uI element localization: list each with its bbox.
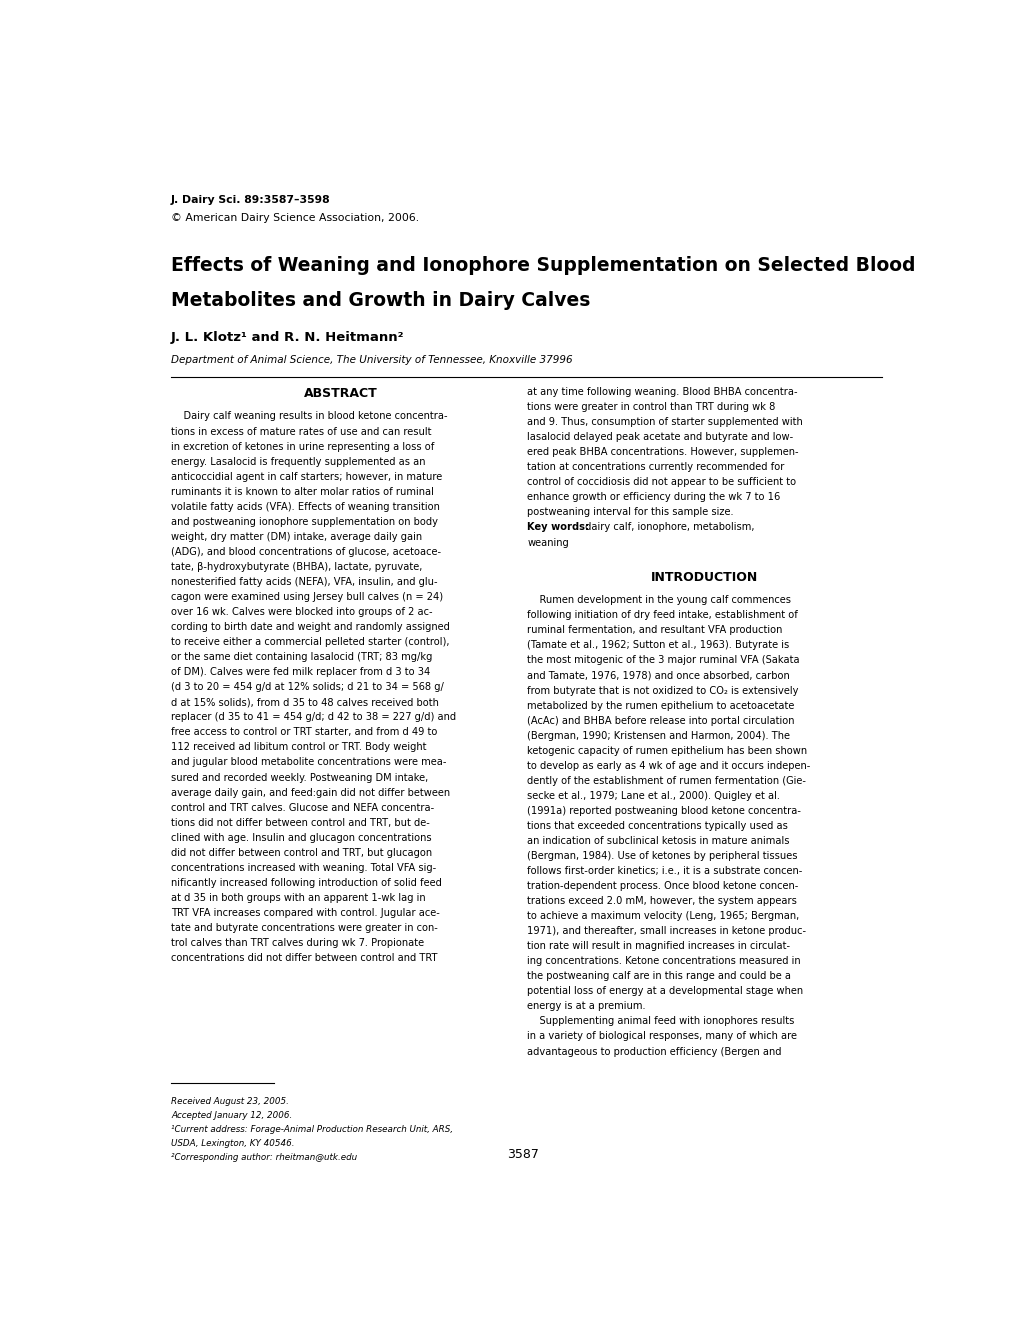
Text: trol calves than TRT calves during wk 7. Propionate: trol calves than TRT calves during wk 7.… [171, 939, 424, 948]
Text: ABSTRACT: ABSTRACT [304, 387, 377, 400]
Text: tions did not differ between control and TRT, but de-: tions did not differ between control and… [171, 817, 429, 828]
Text: lasalocid delayed peak acetate and butyrate and low-: lasalocid delayed peak acetate and butyr… [527, 432, 793, 442]
Text: dently of the establishment of rumen fermentation (Gie-: dently of the establishment of rumen fer… [527, 776, 806, 785]
Text: (ADG), and blood concentrations of glucose, acetoace-: (ADG), and blood concentrations of gluco… [171, 546, 440, 557]
Text: or the same diet containing lasalocid (TRT; 83 mg/kg: or the same diet containing lasalocid (T… [171, 652, 432, 663]
Text: weight, dry matter (DM) intake, average daily gain: weight, dry matter (DM) intake, average … [171, 532, 422, 541]
Text: ²Corresponding author: rheitman@utk.edu: ²Corresponding author: rheitman@utk.edu [171, 1152, 357, 1162]
Text: tation at concentrations currently recommended for: tation at concentrations currently recom… [527, 462, 784, 473]
Text: to develop as early as 4 wk of age and it occurs indepen-: to develop as early as 4 wk of age and i… [527, 760, 810, 771]
Text: weaning: weaning [527, 537, 569, 548]
Text: of DM). Calves were fed milk replacer from d 3 to 34: of DM). Calves were fed milk replacer fr… [171, 667, 430, 677]
Text: control of coccidiosis did not appear to be sufficient to: control of coccidiosis did not appear to… [527, 478, 796, 487]
Text: and Tamate, 1976, 1978) and once absorbed, carbon: and Tamate, 1976, 1978) and once absorbe… [527, 671, 790, 681]
Text: energy is at a premium.: energy is at a premium. [527, 1002, 645, 1011]
Text: J. L. Klotz¹ and R. N. Heitmann²: J. L. Klotz¹ and R. N. Heitmann² [171, 331, 405, 345]
Text: potential loss of energy at a developmental stage when: potential loss of energy at a developmen… [527, 986, 803, 997]
Text: Key words:: Key words: [527, 523, 589, 532]
Text: ruminants it is known to alter molar ratios of ruminal: ruminants it is known to alter molar rat… [171, 487, 433, 496]
Text: d at 15% solids), from d 35 to 48 calves received both: d at 15% solids), from d 35 to 48 calves… [171, 697, 438, 708]
Text: at d 35 in both groups with an apparent 1-wk lag in: at d 35 in both groups with an apparent … [171, 892, 425, 903]
Text: follows first-order kinetics; i.e., it is a substrate concen-: follows first-order kinetics; i.e., it i… [527, 866, 802, 876]
Text: tion rate will result in magnified increases in circulat-: tion rate will result in magnified incre… [527, 941, 790, 952]
Text: clined with age. Insulin and glucagon concentrations: clined with age. Insulin and glucagon co… [171, 833, 431, 842]
Text: tions were greater in control than TRT during wk 8: tions were greater in control than TRT d… [527, 403, 775, 412]
Text: Accepted January 12, 2006.: Accepted January 12, 2006. [171, 1110, 291, 1119]
Text: metabolized by the rumen epithelium to acetoacetate: metabolized by the rumen epithelium to a… [527, 701, 794, 710]
Text: trations exceed 2.0 mM, however, the system appears: trations exceed 2.0 mM, however, the sys… [527, 896, 797, 906]
Text: in a variety of biological responses, many of which are: in a variety of biological responses, ma… [527, 1031, 797, 1041]
Text: and postweaning ionophore supplementation on body: and postweaning ionophore supplementatio… [171, 517, 437, 527]
Text: anticoccidial agent in calf starters; however, in mature: anticoccidial agent in calf starters; ho… [171, 471, 442, 482]
Text: the most mitogenic of the 3 major ruminal VFA (Sakata: the most mitogenic of the 3 major rumina… [527, 656, 799, 665]
Text: Received August 23, 2005.: Received August 23, 2005. [171, 1097, 288, 1106]
Text: (Tamate et al., 1962; Sutton et al., 1963). Butyrate is: (Tamate et al., 1962; Sutton et al., 196… [527, 640, 789, 651]
Text: 1971), and thereafter, small increases in ketone produc-: 1971), and thereafter, small increases i… [527, 927, 806, 936]
Text: secke et al., 1979; Lane et al., 2000). Quigley et al.: secke et al., 1979; Lane et al., 2000). … [527, 791, 780, 801]
Text: in excretion of ketones in urine representing a loss of: in excretion of ketones in urine represe… [171, 442, 434, 451]
Text: tions in excess of mature rates of use and can result: tions in excess of mature rates of use a… [171, 426, 431, 437]
Text: free access to control or TRT starter, and from d 49 to: free access to control or TRT starter, a… [171, 727, 437, 738]
Text: (AcAc) and BHBA before release into portal circulation: (AcAc) and BHBA before release into port… [527, 715, 794, 726]
Text: Metabolites and Growth in Dairy Calves: Metabolites and Growth in Dairy Calves [171, 290, 590, 309]
Text: concentrations did not differ between control and TRT: concentrations did not differ between co… [171, 953, 437, 964]
Text: cagon were examined using Jersey bull calves (n = 24): cagon were examined using Jersey bull ca… [171, 591, 442, 602]
Text: advantageous to production efficiency (Bergen and: advantageous to production efficiency (B… [527, 1047, 782, 1056]
Text: replacer (d 35 to 41 = 454 g/d; d 42 to 38 = 227 g/d) and: replacer (d 35 to 41 = 454 g/d; d 42 to … [171, 713, 455, 722]
Text: volatile fatty acids (VFA). Effects of weaning transition: volatile fatty acids (VFA). Effects of w… [171, 502, 439, 512]
Text: tration-dependent process. Once blood ketone concen-: tration-dependent process. Once blood ke… [527, 880, 798, 891]
Text: the postweaning calf are in this range and could be a: the postweaning calf are in this range a… [527, 972, 791, 981]
Text: (Bergman, 1984). Use of ketones by peripheral tissues: (Bergman, 1984). Use of ketones by perip… [527, 851, 797, 861]
Text: at any time following weaning. Blood BHBA concentra-: at any time following weaning. Blood BHB… [527, 387, 797, 397]
Text: TRT VFA increases compared with control. Jugular ace-: TRT VFA increases compared with control.… [171, 908, 439, 917]
Text: from butyrate that is not oxidized to CO₂ is extensively: from butyrate that is not oxidized to CO… [527, 685, 798, 696]
Text: following initiation of dry feed intake, establishment of: following initiation of dry feed intake,… [527, 610, 798, 620]
Text: enhance growth or efficiency during the wk 7 to 16: enhance growth or efficiency during the … [527, 492, 780, 503]
Text: Rumen development in the young calf commences: Rumen development in the young calf comm… [527, 595, 791, 606]
Text: tions that exceeded concentrations typically used as: tions that exceeded concentrations typic… [527, 821, 788, 830]
Text: USDA, Lexington, KY 40546.: USDA, Lexington, KY 40546. [171, 1139, 294, 1147]
Text: J. Dairy Sci. 89:3587–3598: J. Dairy Sci. 89:3587–3598 [171, 195, 330, 205]
Text: concentrations increased with weaning. Total VFA sig-: concentrations increased with weaning. T… [171, 863, 436, 873]
Text: 112 received ad libitum control or TRT. Body weight: 112 received ad libitum control or TRT. … [171, 742, 426, 752]
Text: Effects of Weaning and Ionophore Supplementation on Selected Blood: Effects of Weaning and Ionophore Supplem… [171, 256, 915, 275]
Text: ¹Current address: Forage-Animal Production Research Unit, ARS,: ¹Current address: Forage-Animal Producti… [171, 1125, 452, 1134]
Text: ered peak BHBA concentrations. However, supplemen-: ered peak BHBA concentrations. However, … [527, 447, 798, 457]
Text: © American Dairy Science Association, 2006.: © American Dairy Science Association, 20… [171, 214, 419, 223]
Text: ketogenic capacity of rumen epithelium has been shown: ketogenic capacity of rumen epithelium h… [527, 746, 807, 755]
Text: energy. Lasalocid is frequently supplemented as an: energy. Lasalocid is frequently suppleme… [171, 457, 425, 466]
Text: (Bergman, 1990; Kristensen and Harmon, 2004). The: (Bergman, 1990; Kristensen and Harmon, 2… [527, 731, 790, 741]
Text: control and TRT calves. Glucose and NEFA concentra-: control and TRT calves. Glucose and NEFA… [171, 803, 434, 813]
Text: postweaning interval for this sample size.: postweaning interval for this sample siz… [527, 507, 734, 517]
Text: dairy calf, ionophore, metabolism,: dairy calf, ionophore, metabolism, [582, 523, 754, 532]
Text: tate, β-hydroxybutyrate (BHBA), lactate, pyruvate,: tate, β-hydroxybutyrate (BHBA), lactate,… [171, 562, 422, 572]
Text: ruminal fermentation, and resultant VFA production: ruminal fermentation, and resultant VFA … [527, 626, 783, 635]
Text: nonesterified fatty acids (NEFA), VFA, insulin, and glu-: nonesterified fatty acids (NEFA), VFA, i… [171, 577, 437, 587]
Text: and 9. Thus, consumption of starter supplemented with: and 9. Thus, consumption of starter supp… [527, 417, 802, 428]
Text: INTRODUCTION: INTRODUCTION [651, 570, 758, 583]
Text: 3587: 3587 [506, 1148, 538, 1162]
Text: and jugular blood metabolite concentrations were mea-: and jugular blood metabolite concentrati… [171, 758, 446, 767]
Text: Supplementing animal feed with ionophores results: Supplementing animal feed with ionophore… [527, 1016, 794, 1027]
Text: an indication of subclinical ketosis in mature animals: an indication of subclinical ketosis in … [527, 836, 790, 846]
Text: (1991a) reported postweaning blood ketone concentra-: (1991a) reported postweaning blood keton… [527, 805, 801, 816]
Text: average daily gain, and feed:gain did not differ between: average daily gain, and feed:gain did no… [171, 788, 449, 797]
Text: did not differ between control and TRT, but glucagon: did not differ between control and TRT, … [171, 847, 432, 858]
Text: sured and recorded weekly. Postweaning DM intake,: sured and recorded weekly. Postweaning D… [171, 772, 428, 783]
Text: (d 3 to 20 = 454 g/d at 12% solids; d 21 to 34 = 568 g/: (d 3 to 20 = 454 g/d at 12% solids; d 21… [171, 682, 443, 692]
Text: nificantly increased following introduction of solid feed: nificantly increased following introduct… [171, 878, 441, 888]
Text: cording to birth date and weight and randomly assigned: cording to birth date and weight and ran… [171, 622, 449, 632]
Text: Dairy calf weaning results in blood ketone concentra-: Dairy calf weaning results in blood keto… [171, 412, 447, 421]
Text: ing concentrations. Ketone concentrations measured in: ing concentrations. Ketone concentration… [527, 956, 800, 966]
Text: over 16 wk. Calves were blocked into groups of 2 ac-: over 16 wk. Calves were blocked into gro… [171, 607, 432, 616]
Text: tate and butyrate concentrations were greater in con-: tate and butyrate concentrations were gr… [171, 923, 437, 933]
Text: Department of Animal Science, The University of Tennessee, Knoxville 37996: Department of Animal Science, The Univer… [171, 355, 572, 364]
Text: to achieve a maximum velocity (Leng, 1965; Bergman,: to achieve a maximum velocity (Leng, 196… [527, 911, 799, 921]
Text: to receive either a commercial pelleted starter (control),: to receive either a commercial pelleted … [171, 638, 449, 647]
